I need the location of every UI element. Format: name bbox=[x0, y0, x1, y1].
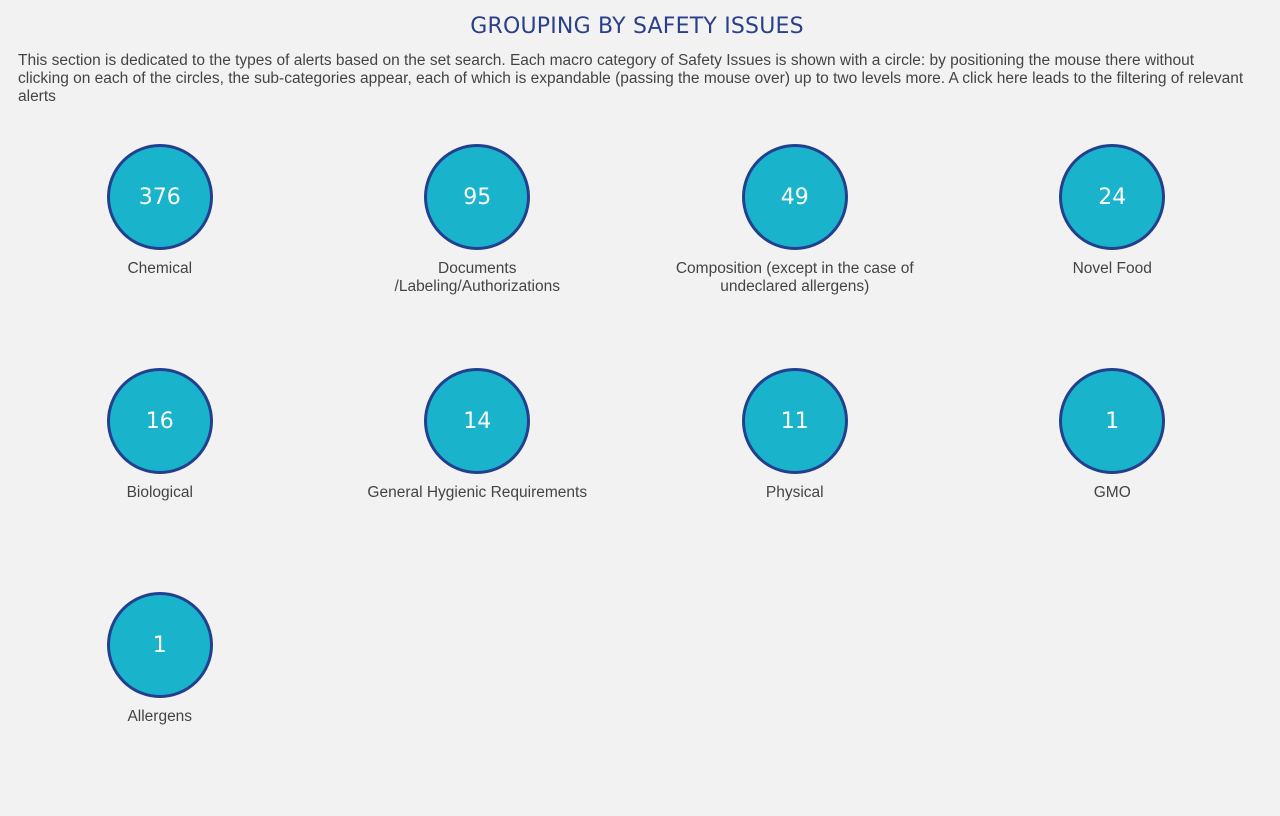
count-circle[interactable]: 95 bbox=[424, 144, 531, 250]
count-circle[interactable]: 16 bbox=[106, 368, 213, 474]
category-novel-food[interactable]: 24 Novel Food bbox=[954, 144, 1272, 368]
category-label: Chemical bbox=[127, 260, 193, 277]
category-label: General Hygienic Requirements bbox=[367, 484, 588, 501]
count-circle[interactable]: 11 bbox=[741, 368, 848, 474]
category-label: Biological bbox=[126, 484, 193, 501]
category-label: Novel Food bbox=[1072, 260, 1152, 277]
category-allergens[interactable]: 1 Allergens bbox=[1, 592, 319, 816]
category-biological[interactable]: 16 Biological bbox=[1, 368, 319, 592]
category-label: Composition (except in the case of undec… bbox=[675, 260, 914, 295]
safety-issues-grid: 376 Chemical 95 Documents /Labeling/Author… bbox=[1, 144, 1271, 816]
count-circle[interactable]: 376 bbox=[106, 144, 213, 250]
count-circle[interactable]: 49 bbox=[741, 144, 848, 250]
count-circle[interactable]: 1 bbox=[106, 592, 213, 698]
section-description: This section is dedicated to the types o… bbox=[18, 52, 1244, 105]
category-documents[interactable]: 95 Documents /Labeling/Authorizations bbox=[319, 144, 637, 368]
count-circle[interactable]: 24 bbox=[1059, 144, 1166, 250]
count-circle[interactable]: 1 bbox=[1059, 368, 1166, 474]
category-gmo[interactable]: 1 GMO bbox=[954, 368, 1272, 592]
category-chemical[interactable]: 376 Chemical bbox=[1, 144, 319, 368]
category-composition[interactable]: 49 Composition (except in the case of und… bbox=[636, 144, 954, 368]
count-circle[interactable]: 14 bbox=[424, 368, 531, 474]
category-physical[interactable]: 11 Physical bbox=[636, 368, 954, 592]
category-label: Allergens bbox=[127, 708, 193, 725]
category-label: Documents /Labeling/Authorizations bbox=[394, 260, 560, 295]
category-general-hygienic[interactable]: 14 General Hygienic Requirements bbox=[319, 368, 637, 592]
page-title: GROUPING BY SAFETY ISSUES bbox=[470, 14, 804, 39]
category-label: GMO bbox=[1093, 484, 1131, 501]
category-label: Physical bbox=[765, 484, 824, 501]
